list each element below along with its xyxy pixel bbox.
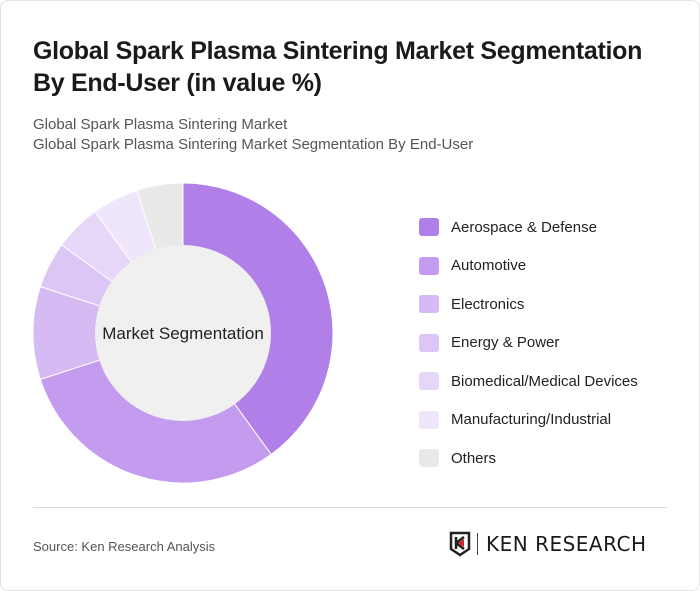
subtitle-market: Global Spark Plasma Sintering Market [33,116,288,133]
legend-swatch [419,333,439,352]
legend-swatch [419,410,439,429]
ken-logo-icon [449,531,471,557]
legend-label: Aerospace & Defense [451,218,597,236]
donut-chart: Market Segmentation [32,182,334,484]
legend-item: Electronics [419,285,638,324]
ken-research-logo: KEN RESEARCH [449,531,647,557]
legend-item: Aerospace & Defense [419,208,638,247]
center-label: Market Segmentation [102,324,264,343]
legend-swatch [419,256,439,275]
legend-label: Electronics [451,295,525,313]
legend-item: Others [419,439,638,478]
legend-label: Manufacturing/Industrial [451,411,612,429]
donut-center [95,245,271,421]
legend-item: Automotive [419,247,638,286]
legend-item: Biomedical/Medical Devices [419,362,638,401]
legend-label: Automotive [451,257,527,275]
legend-label: Biomedical/Medical Devices [451,372,638,390]
logo-text: KEN RESEARCH [486,532,647,556]
legend: Aerospace & Defense Automotive Electronics… [419,208,638,478]
legend-item: Manufacturing/Industrial [419,401,638,440]
legend-item: Energy & Power [419,324,638,363]
legend-swatch [419,295,439,314]
source-note: Source: Ken Research Analysis [33,539,216,554]
legend-swatch [419,372,439,391]
divider [33,507,667,508]
legend-label: Others [451,449,497,467]
legend-swatch [419,449,439,468]
logo-divider [477,533,478,555]
legend-swatch [419,218,439,237]
legend-label: Energy & Power [451,334,560,352]
subtitle-segmentation: Global Spark Plasma Sintering Market Seg… [33,136,474,153]
chart-title: Global Spark Plasma Sintering Market Seg… [33,37,643,97]
